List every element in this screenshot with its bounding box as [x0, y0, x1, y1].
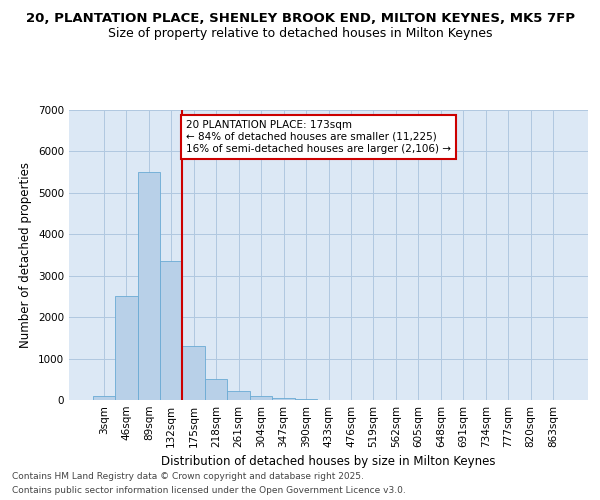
Bar: [92, 396, 115, 400]
Bar: [250, 396, 272, 400]
Bar: [272, 398, 295, 400]
Bar: [182, 346, 205, 400]
Bar: [227, 391, 250, 400]
Bar: [137, 172, 160, 400]
Text: Contains public sector information licensed under the Open Government Licence v3: Contains public sector information licen…: [12, 486, 406, 495]
X-axis label: Distribution of detached houses by size in Milton Keynes: Distribution of detached houses by size …: [161, 456, 496, 468]
Y-axis label: Number of detached properties: Number of detached properties: [19, 162, 32, 348]
Text: 20 PLANTATION PLACE: 173sqm
← 84% of detached houses are smaller (11,225)
16% of: 20 PLANTATION PLACE: 173sqm ← 84% of det…: [186, 120, 451, 154]
Text: 20, PLANTATION PLACE, SHENLEY BROOK END, MILTON KEYNES, MK5 7FP: 20, PLANTATION PLACE, SHENLEY BROOK END,…: [25, 12, 575, 26]
Bar: [205, 380, 227, 400]
Text: Contains HM Land Registry data © Crown copyright and database right 2025.: Contains HM Land Registry data © Crown c…: [12, 472, 364, 481]
Bar: [115, 296, 137, 400]
Bar: [160, 261, 182, 400]
Bar: [295, 399, 317, 400]
Text: Size of property relative to detached houses in Milton Keynes: Size of property relative to detached ho…: [108, 28, 492, 40]
